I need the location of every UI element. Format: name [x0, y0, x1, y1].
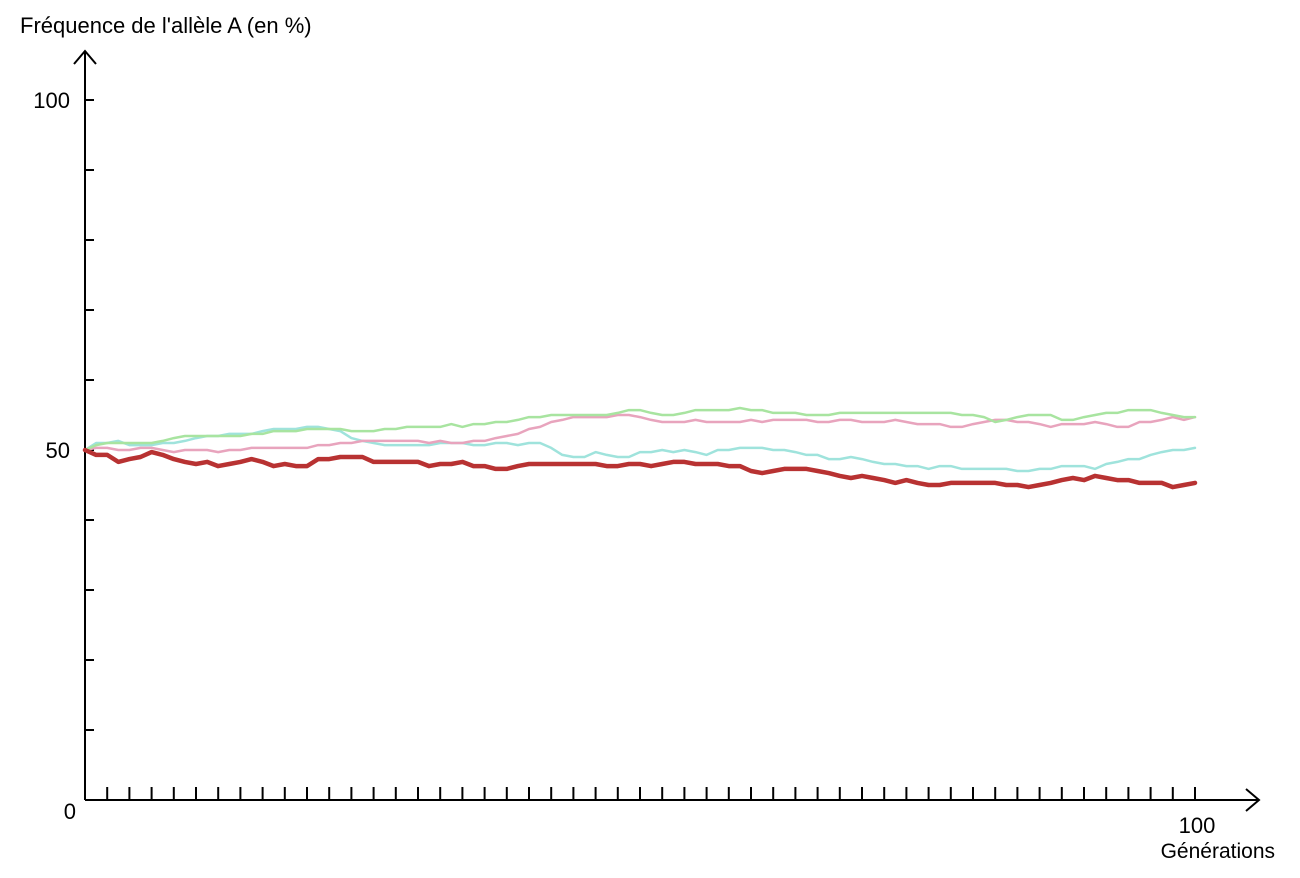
x-tick-label-100: 100: [1179, 813, 1216, 838]
series-line-4: [83, 406, 1197, 452]
axes: 0 50 100 100: [33, 49, 1261, 838]
x-axis-title: Générations: [1161, 840, 1275, 863]
series-group: [82, 406, 1198, 490]
series-line-2: [83, 425, 1197, 473]
x-axis-arrow: [1245, 788, 1261, 812]
y-axis-arrow: [73, 49, 97, 65]
y-tick-label-0: 0: [64, 799, 76, 824]
y-axis-title: Fréquence de l'allèle A (en %): [20, 13, 312, 38]
series-line-1: [82, 447, 1198, 490]
y-tick-label-100: 100: [33, 88, 70, 113]
series-line-3: [83, 413, 1197, 454]
y-tick-label-50: 50: [46, 438, 70, 463]
